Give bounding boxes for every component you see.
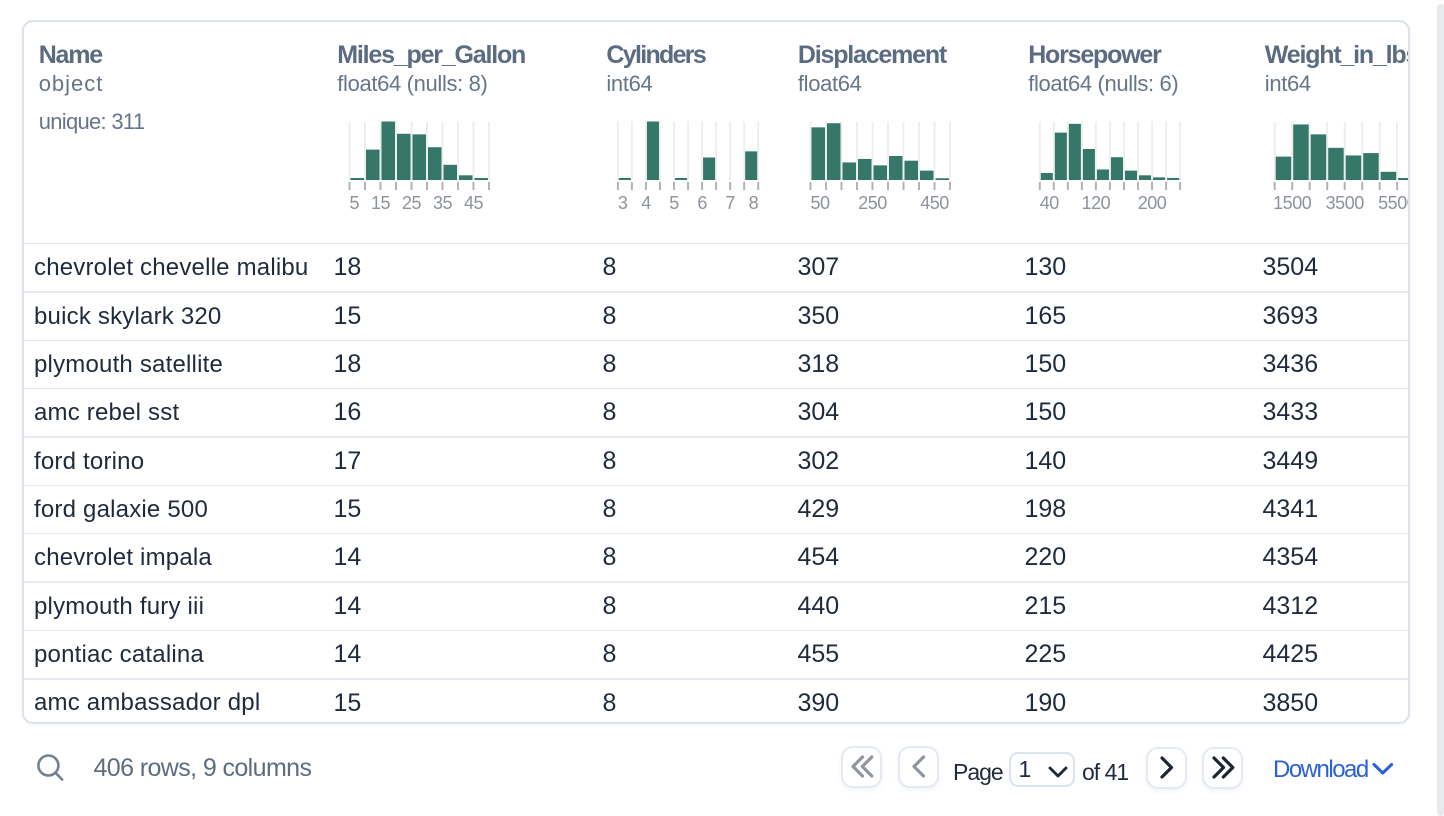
- svg-text:250: 250: [858, 193, 887, 213]
- svg-text:40: 40: [1039, 193, 1059, 213]
- svg-text:8: 8: [748, 193, 758, 213]
- svg-text:3500: 3500: [1325, 193, 1364, 213]
- svg-text:25: 25: [401, 193, 421, 213]
- svg-text:3: 3: [617, 193, 627, 213]
- svg-text:50: 50: [810, 193, 830, 213]
- svg-text:200: 200: [1137, 193, 1166, 213]
- svg-text:5: 5: [349, 193, 359, 213]
- svg-text:15: 15: [370, 193, 390, 213]
- svg-text:7: 7: [725, 193, 735, 213]
- svg-text:450: 450: [920, 193, 949, 213]
- svg-text:120: 120: [1081, 193, 1110, 213]
- svg-text:45: 45: [463, 193, 483, 213]
- svg-text:35: 35: [432, 193, 452, 213]
- svg-text:5500: 5500: [1378, 193, 1410, 213]
- svg-text:6: 6: [697, 193, 707, 213]
- svg-text:1500: 1500: [1273, 193, 1312, 213]
- svg-text:5: 5: [669, 193, 679, 213]
- svg-text:4: 4: [641, 193, 651, 213]
